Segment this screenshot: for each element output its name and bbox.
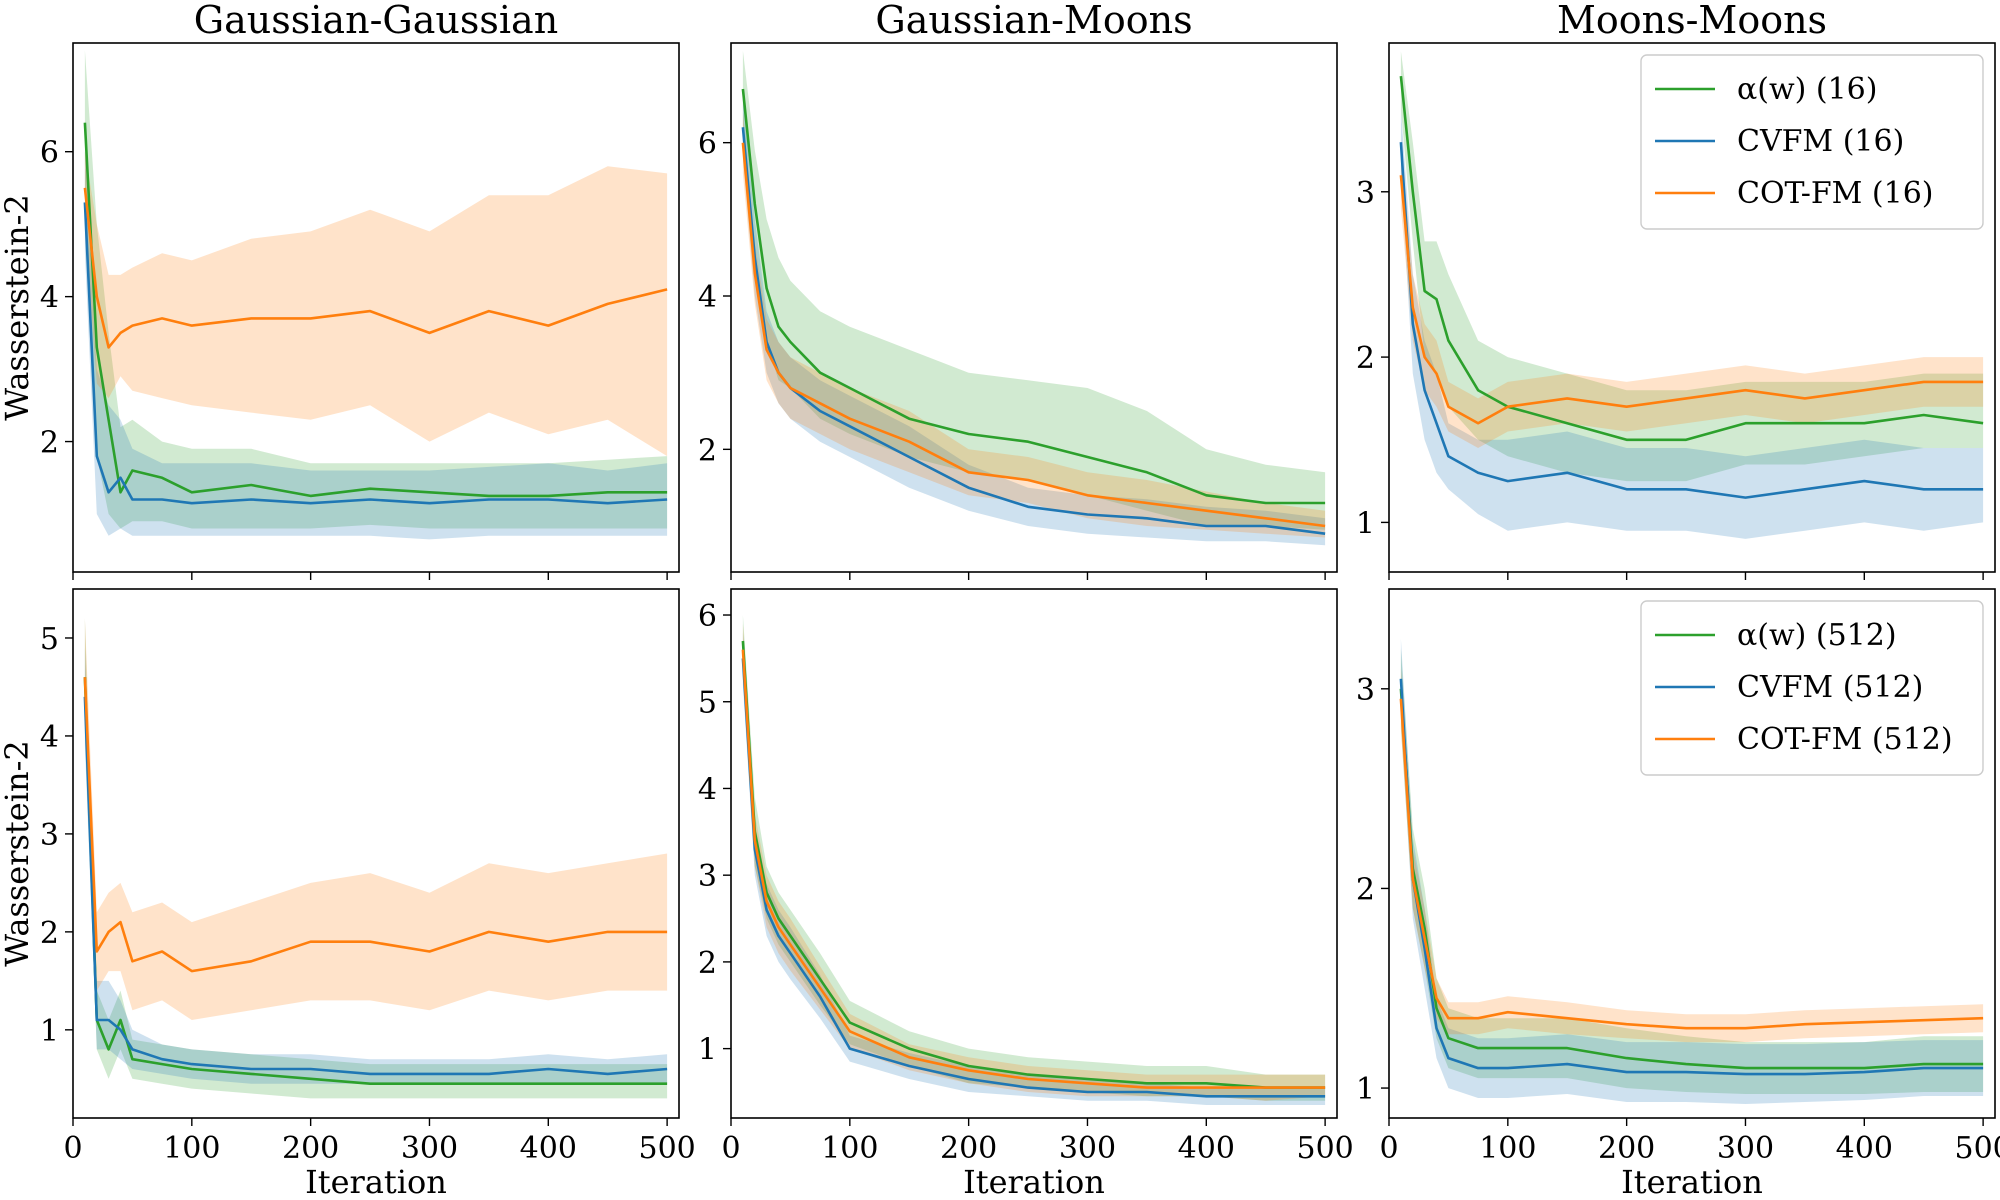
- confidence-band-cotfm: [1400, 668, 1984, 1043]
- chart-panel-1: 2 4 6 Gaussian-Gaussian Wasserstein-2: [0, 0, 680, 580]
- y-tick-label: 2: [40, 426, 59, 461]
- legend: α(w) (16) CVFM (16) COT-FM (16): [1640, 54, 1984, 230]
- confidence-band-alpha: [84, 50, 668, 529]
- y-tick-label: 3: [698, 859, 717, 894]
- y-tick-label: 5: [40, 622, 59, 657]
- x-axis-label: Iteration: [963, 1163, 1105, 1200]
- legend-label: α(w) (512): [1737, 618, 1897, 653]
- y-tick-label: 4: [40, 281, 59, 316]
- x-tick-label: 0: [1379, 1131, 1398, 1166]
- axes-frame: [730, 588, 1338, 1119]
- y-tick-label: 3: [1356, 176, 1375, 211]
- x-tick-label: 300: [1717, 1131, 1774, 1166]
- axes-frame: [730, 42, 1338, 573]
- legend-label: CVFM (16): [1737, 124, 1904, 159]
- legend-label: α(w) (16): [1737, 72, 1877, 107]
- x-tick-label: 400: [1178, 1131, 1235, 1166]
- y-axis-label: Wasserstein-2: [0, 194, 36, 421]
- x-tick-label: 500: [1954, 1131, 2000, 1166]
- y-tick-label: 2: [698, 946, 717, 981]
- x-tick-label: 100: [163, 1131, 220, 1166]
- confidence-band-alpha: [1400, 51, 1984, 482]
- x-tick-label: 400: [1836, 1131, 1893, 1166]
- y-tick-label: 6: [40, 136, 59, 171]
- x-tick-label: 500: [638, 1131, 695, 1166]
- x-tick-label: 200: [940, 1131, 997, 1166]
- y-tick-label: 3: [1356, 673, 1375, 708]
- y-tick-label: 2: [40, 916, 59, 951]
- y-tick-label: 4: [698, 772, 717, 807]
- chart-panel-6: 0 100 200 300 400 500 1 2 3 Iteration α(w) (512) CV…: [1356, 588, 2000, 1200]
- confidence-band-cotfm: [742, 112, 1326, 538]
- panel-title: Gaussian-Gaussian: [194, 0, 558, 42]
- confidence-band-cotfm: [84, 151, 668, 457]
- y-axis-label: Wasserstein-2: [0, 740, 36, 967]
- y-tick-label: 1: [40, 1014, 59, 1049]
- axes-frame: [1388, 42, 1996, 573]
- y-tick-label: 6: [698, 599, 717, 634]
- x-tick-label: 200: [282, 1131, 339, 1166]
- x-tick-label: 100: [821, 1131, 878, 1166]
- axes-frame: [72, 588, 680, 1119]
- x-axis-label: Iteration: [305, 1163, 447, 1200]
- plot-area: [83, 50, 668, 540]
- x-tick-label: 300: [1059, 1131, 1116, 1166]
- y-tick-label: 5: [698, 686, 717, 721]
- plot-area: [1399, 51, 1984, 539]
- plot-area: [741, 615, 1326, 1105]
- y-tick-label: 2: [698, 433, 717, 468]
- x-tick-label: 0: [721, 1131, 740, 1166]
- legend-box: [1640, 600, 1984, 776]
- legend-label: CVFM (512): [1737, 670, 1923, 705]
- y-tick-label: 4: [698, 280, 717, 315]
- chart-panel-4: 0 100 200 300 400 500 1 2 3 4 5 Iteration Wasserstei…: [0, 588, 696, 1200]
- y-tick-label: 1: [698, 1033, 717, 1068]
- legend-label: COT-FM (512): [1737, 722, 1953, 757]
- confidence-band-cotfm: [84, 618, 668, 1020]
- confidence-band-alpha: [84, 618, 668, 1099]
- x-tick-label: 300: [401, 1131, 458, 1166]
- plot-area: [1399, 638, 1984, 1104]
- legend-box: [1640, 54, 1984, 230]
- panel-title: Gaussian-Moons: [875, 0, 1192, 42]
- confidence-band-alpha: [742, 50, 1326, 530]
- x-tick-label: 200: [1598, 1131, 1655, 1166]
- x-axis-label: Iteration: [1621, 1163, 1763, 1200]
- confidence-band-cvfm: [1400, 638, 1984, 1104]
- x-tick-label: 500: [1296, 1131, 1353, 1166]
- chart-panel-3: 1 2 3 Moons-Moons α(w) (16) CVFM (16) COT-FM (…: [1356, 0, 1996, 580]
- plot-area: [741, 50, 1326, 546]
- axes-frame: [1388, 588, 1996, 1119]
- y-tick-label: 6: [698, 127, 717, 162]
- confidence-band-cvfm: [742, 632, 1326, 1105]
- confidence-band-cotfm: [1400, 142, 1984, 448]
- plot-area: [83, 618, 668, 1099]
- y-tick-label: 2: [1356, 341, 1375, 376]
- y-tick-label: 2: [1356, 872, 1375, 907]
- axes-frame: [72, 42, 680, 573]
- legend-label: COT-FM (16): [1737, 176, 1933, 211]
- x-tick-label: 100: [1479, 1131, 1536, 1166]
- chart-panel-5: 0 100 200 300 400 500 1 2 3 4 5 6 Iteration: [698, 588, 1354, 1200]
- panel-title: Moons-Moons: [1557, 0, 1827, 42]
- confidence-band-cvfm: [84, 647, 668, 1084]
- confidence-band-alpha: [1400, 648, 1984, 1094]
- y-tick-label: 4: [40, 720, 59, 755]
- legend: α(w) (512) CVFM (512) COT-FM (512): [1640, 600, 1984, 776]
- x-tick-label: 0: [63, 1131, 82, 1166]
- confidence-band-cvfm: [1400, 109, 1984, 539]
- y-tick-label: 1: [1356, 1072, 1375, 1107]
- chart-panel-2: 2 4 6 Gaussian-Moons: [698, 0, 1338, 580]
- y-tick-label: 3: [40, 818, 59, 853]
- x-tick-label: 400: [520, 1131, 577, 1166]
- y-tick-label: 1: [1356, 506, 1375, 541]
